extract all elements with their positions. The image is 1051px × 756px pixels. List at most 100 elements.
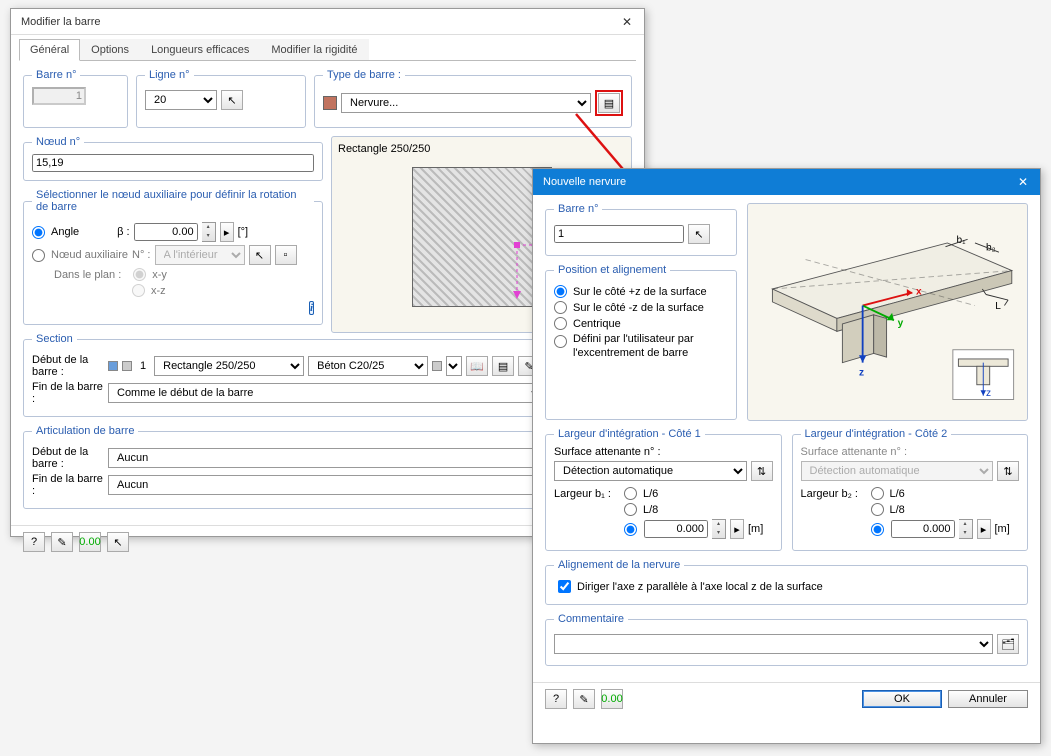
svg-text:z: z xyxy=(859,368,864,379)
integ2-legend: Largeur d'intégration - Côté 2 xyxy=(801,428,952,440)
units-icon[interactable]: 0.00 xyxy=(79,532,101,552)
angle-radio[interactable] xyxy=(32,226,45,239)
member-no-input xyxy=(32,87,86,105)
aux-node-select: A l'intérieur xyxy=(155,245,245,265)
help-icon[interactable]: ? xyxy=(23,532,45,552)
notes-icon[interactable]: ✎ xyxy=(51,532,73,552)
new-rib-dialog: Nouvelle nervure ✕ Barre n° ↖ Position e… xyxy=(532,168,1041,744)
comment-lib-icon[interactable]: 🗂 xyxy=(997,634,1019,654)
b1-l8-radio[interactable] xyxy=(624,503,637,516)
pos-centric-radio[interactable] xyxy=(554,317,567,330)
beta-spinner[interactable]: ▴▾ xyxy=(202,222,216,242)
b1-l6-radio[interactable] xyxy=(624,487,637,500)
svg-text:x: x xyxy=(916,287,922,298)
front-notes-icon[interactable]: ✎ xyxy=(573,689,595,709)
aux-node-radio[interactable] xyxy=(32,249,45,262)
front-help-icon[interactable]: ? xyxy=(545,689,567,709)
tab-stiffness[interactable]: Modifier la rigidité xyxy=(260,39,368,60)
comment-legend: Commentaire xyxy=(554,613,628,625)
aux-node-radio-label[interactable]: Nœud auxiliaire xyxy=(32,249,128,262)
hinge-start-select[interactable]: Aucun xyxy=(108,448,571,468)
plane-xz-label: x-z xyxy=(132,284,166,297)
pos-centric-label[interactable]: Centrique xyxy=(554,317,728,330)
pos-user-radio[interactable] xyxy=(554,335,567,348)
b2-l6-label[interactable]: L/6 xyxy=(871,487,905,500)
comment-select[interactable] xyxy=(554,634,993,654)
b2-spinner[interactable]: ▴▾ xyxy=(959,519,973,539)
in-plane-label: Dans le plan : xyxy=(54,269,121,281)
b1-l6-label[interactable]: L/6 xyxy=(624,487,658,500)
section-mat-color-select[interactable] xyxy=(446,356,462,376)
align-check-label[interactable]: Diriger l'axe z parallèle à l'axe local … xyxy=(554,577,1019,596)
hinge-end-select[interactable]: Aucun xyxy=(108,475,571,495)
section-new-icon[interactable]: ▤ xyxy=(492,356,514,376)
front-units-icon[interactable]: 0.00 xyxy=(601,689,623,709)
svg-text:y: y xyxy=(898,318,904,329)
front-title: Nouvelle nervure xyxy=(539,176,1012,188)
b1-l8-label[interactable]: L/8 xyxy=(624,503,658,516)
b2-l6-radio[interactable] xyxy=(871,487,884,500)
b2-l8-label[interactable]: L/8 xyxy=(871,503,905,516)
surf1-pick-icon[interactable]: ⇅ xyxy=(751,461,773,481)
pos-user-label[interactable]: Défini par l'utilisateur par l'excentrem… xyxy=(554,333,728,361)
front-cancel-button[interactable]: Annuler xyxy=(948,690,1028,708)
section-end-select[interactable]: Comme le début de la barre xyxy=(108,383,545,403)
beta-unit: [°] xyxy=(238,226,249,238)
surf1-select[interactable]: Détection automatique xyxy=(554,461,747,481)
front-pick-member-icon[interactable]: ↖ xyxy=(688,224,710,244)
b1-custom-radio[interactable] xyxy=(624,523,637,536)
new-node-icon[interactable]: ▫ xyxy=(275,245,297,265)
section-num: 1 xyxy=(140,360,146,372)
b2-custom-label[interactable] xyxy=(871,523,887,536)
beta-extra-icon[interactable]: ▸ xyxy=(220,222,234,242)
angle-radio-label[interactable]: Angle xyxy=(32,226,79,239)
align-checkbox[interactable] xyxy=(558,580,571,593)
b1-custom-label[interactable] xyxy=(624,523,640,536)
member-type-select[interactable]: Nervure... xyxy=(341,93,591,113)
section-material-select[interactable]: Béton C20/25 xyxy=(308,356,428,376)
pos-plusz-label[interactable]: Sur le côté +z de la surface xyxy=(554,285,728,298)
b2-value-input[interactable] xyxy=(891,520,955,538)
b2-extra-icon[interactable]: ▸ xyxy=(977,519,991,539)
beta-input[interactable] xyxy=(134,223,198,241)
front-ok-button[interactable]: OK xyxy=(862,690,942,708)
b2-custom-radio[interactable] xyxy=(871,523,884,536)
node-no-input[interactable] xyxy=(32,154,314,172)
integ1-legend: Largeur d'intégration - Côté 1 xyxy=(554,428,705,440)
b2-label: Largeur b₂ : xyxy=(801,488,867,500)
rib-diagram-svg: x y z b₁ b₂ L z xyxy=(754,210,1021,414)
pick-line-icon[interactable]: ↖ xyxy=(221,90,243,110)
b1-extra-icon[interactable]: ▸ xyxy=(730,519,744,539)
section-color2 xyxy=(122,361,132,371)
section-lib-icon[interactable]: 📖 xyxy=(466,356,488,376)
b1-spinner[interactable]: ▴▾ xyxy=(712,519,726,539)
section-start-select[interactable]: Rectangle 250/250 xyxy=(154,356,304,376)
surf2-label: Surface attenante n° : xyxy=(801,446,1020,458)
close-icon[interactable]: ✕ xyxy=(616,15,638,29)
b2-l8-radio[interactable] xyxy=(871,503,884,516)
front-close-icon[interactable]: ✕ xyxy=(1012,175,1034,189)
svg-text:z: z xyxy=(986,388,991,399)
plane-xz-radio xyxy=(132,284,145,297)
surf2-pick-icon[interactable]: ⇅ xyxy=(997,461,1019,481)
tab-options[interactable]: Options xyxy=(80,39,140,60)
pos-minusz-label[interactable]: Sur le côté -z de la surface xyxy=(554,301,728,314)
pick-icon[interactable]: ↖ xyxy=(107,532,129,552)
rib-settings-icon[interactable]: ▤ xyxy=(598,93,620,113)
pos-plusz-radio[interactable] xyxy=(554,285,567,298)
section-end-label: Fin de la barre : xyxy=(32,381,104,405)
preview-label: Rectangle 250/250 xyxy=(338,143,625,155)
member-type-label: Type de barre : xyxy=(323,69,405,81)
pos-minusz-radio[interactable] xyxy=(554,301,567,314)
type-color-swatch xyxy=(323,96,337,110)
hinge-end-label: Fin de la barre : xyxy=(32,473,104,497)
tab-eff-lengths[interactable]: Longueurs efficaces xyxy=(140,39,260,60)
b1-value-input[interactable] xyxy=(644,520,708,538)
surf1-label: Surface attenante n° : xyxy=(554,446,773,458)
line-no-label: Ligne n° xyxy=(145,69,194,81)
pick-node-icon[interactable]: ↖ xyxy=(249,245,271,265)
line-no-select[interactable]: 20 xyxy=(145,90,217,110)
tab-general[interactable]: Général xyxy=(19,39,80,61)
info-icon[interactable]: i xyxy=(309,301,314,315)
front-member-no-input[interactable] xyxy=(554,225,684,243)
